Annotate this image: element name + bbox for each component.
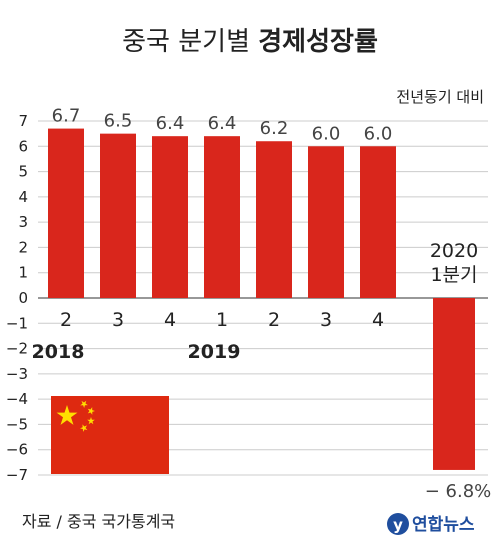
data-label: 6.0: [312, 123, 341, 144]
y-tick-label: 7: [18, 112, 28, 130]
data-label: 6.4: [208, 113, 237, 134]
flag-field: [51, 396, 169, 474]
title-regular: 중국 분기별: [122, 27, 250, 57]
x-tick-label: 3: [112, 309, 124, 331]
x-tick-label: 2020: [430, 240, 478, 262]
logo-mark-icon: [387, 513, 409, 535]
x-tick-label: 3: [320, 309, 332, 331]
flag-star-small: [80, 400, 88, 408]
y-tick-label: 3: [18, 213, 28, 231]
logo-text: 연합뉴스: [412, 514, 475, 535]
flag-star-small: [87, 407, 95, 415]
labels: 7 6 5 4 3 2 1 0 −1 −2 −3 −4 −5 −6 −7 6.7 6.5 6.4 6.4 6.2 6.0…: [6, 106, 491, 502]
x-tick-label: 4: [164, 309, 176, 331]
flag-star-large: [56, 405, 78, 425]
y-tick-label: −3: [6, 365, 28, 383]
bar: [360, 146, 396, 298]
y-tick-label: 1: [18, 264, 28, 282]
x-tick-label: 2: [60, 309, 72, 331]
source-text: 자료 / 중국 국가통계국: [22, 512, 175, 531]
x-tick-label: 1분기: [430, 264, 477, 286]
x-tick-label: 1: [216, 309, 228, 331]
yonhap-logo: y 연합뉴스: [387, 513, 475, 535]
data-label: 6.4: [156, 113, 185, 134]
y-tick-label: −1: [6, 314, 28, 332]
y-tick-label: 2: [18, 238, 28, 256]
bar: [100, 133, 136, 298]
data-label: 6.5: [104, 111, 133, 132]
data-label: − 6.8%: [425, 481, 492, 502]
unit-label: 전년동기 대비: [396, 88, 484, 106]
title-bold: 경제성장률: [258, 27, 378, 57]
x-tick-label: 4: [372, 309, 384, 331]
x-tick-label: 2: [268, 309, 280, 331]
y-tick-label: −6: [6, 441, 28, 459]
bar: [152, 136, 188, 298]
bars: [48, 128, 475, 470]
y-tick-label: −5: [6, 415, 28, 433]
y-tick-label: 5: [18, 163, 28, 181]
y-tick-label: 6: [18, 137, 28, 155]
data-label: 6.7: [52, 106, 81, 127]
bar: [433, 298, 475, 470]
chart-title: 중국 분기별 경제성장률: [122, 27, 378, 57]
bar: [256, 141, 292, 298]
y-tick-label: 0: [18, 289, 28, 307]
flag-star-small: [87, 417, 95, 425]
year-label: 2018: [32, 341, 85, 363]
data-label: 6.2: [260, 118, 289, 139]
y-tick-label: −7: [6, 466, 28, 484]
year-label: 2019: [188, 341, 241, 363]
y-tick-label: −2: [6, 340, 28, 358]
y-tick-label: −4: [6, 390, 28, 408]
bar: [308, 146, 344, 298]
bar: [204, 136, 240, 298]
bar: [48, 128, 84, 298]
data-label: 6.0: [364, 123, 393, 144]
flag-star-small: [80, 424, 88, 432]
china-flag-icon: [51, 396, 169, 474]
y-tick-label: 4: [18, 188, 28, 206]
logo-mark-glyph: y: [393, 516, 403, 534]
